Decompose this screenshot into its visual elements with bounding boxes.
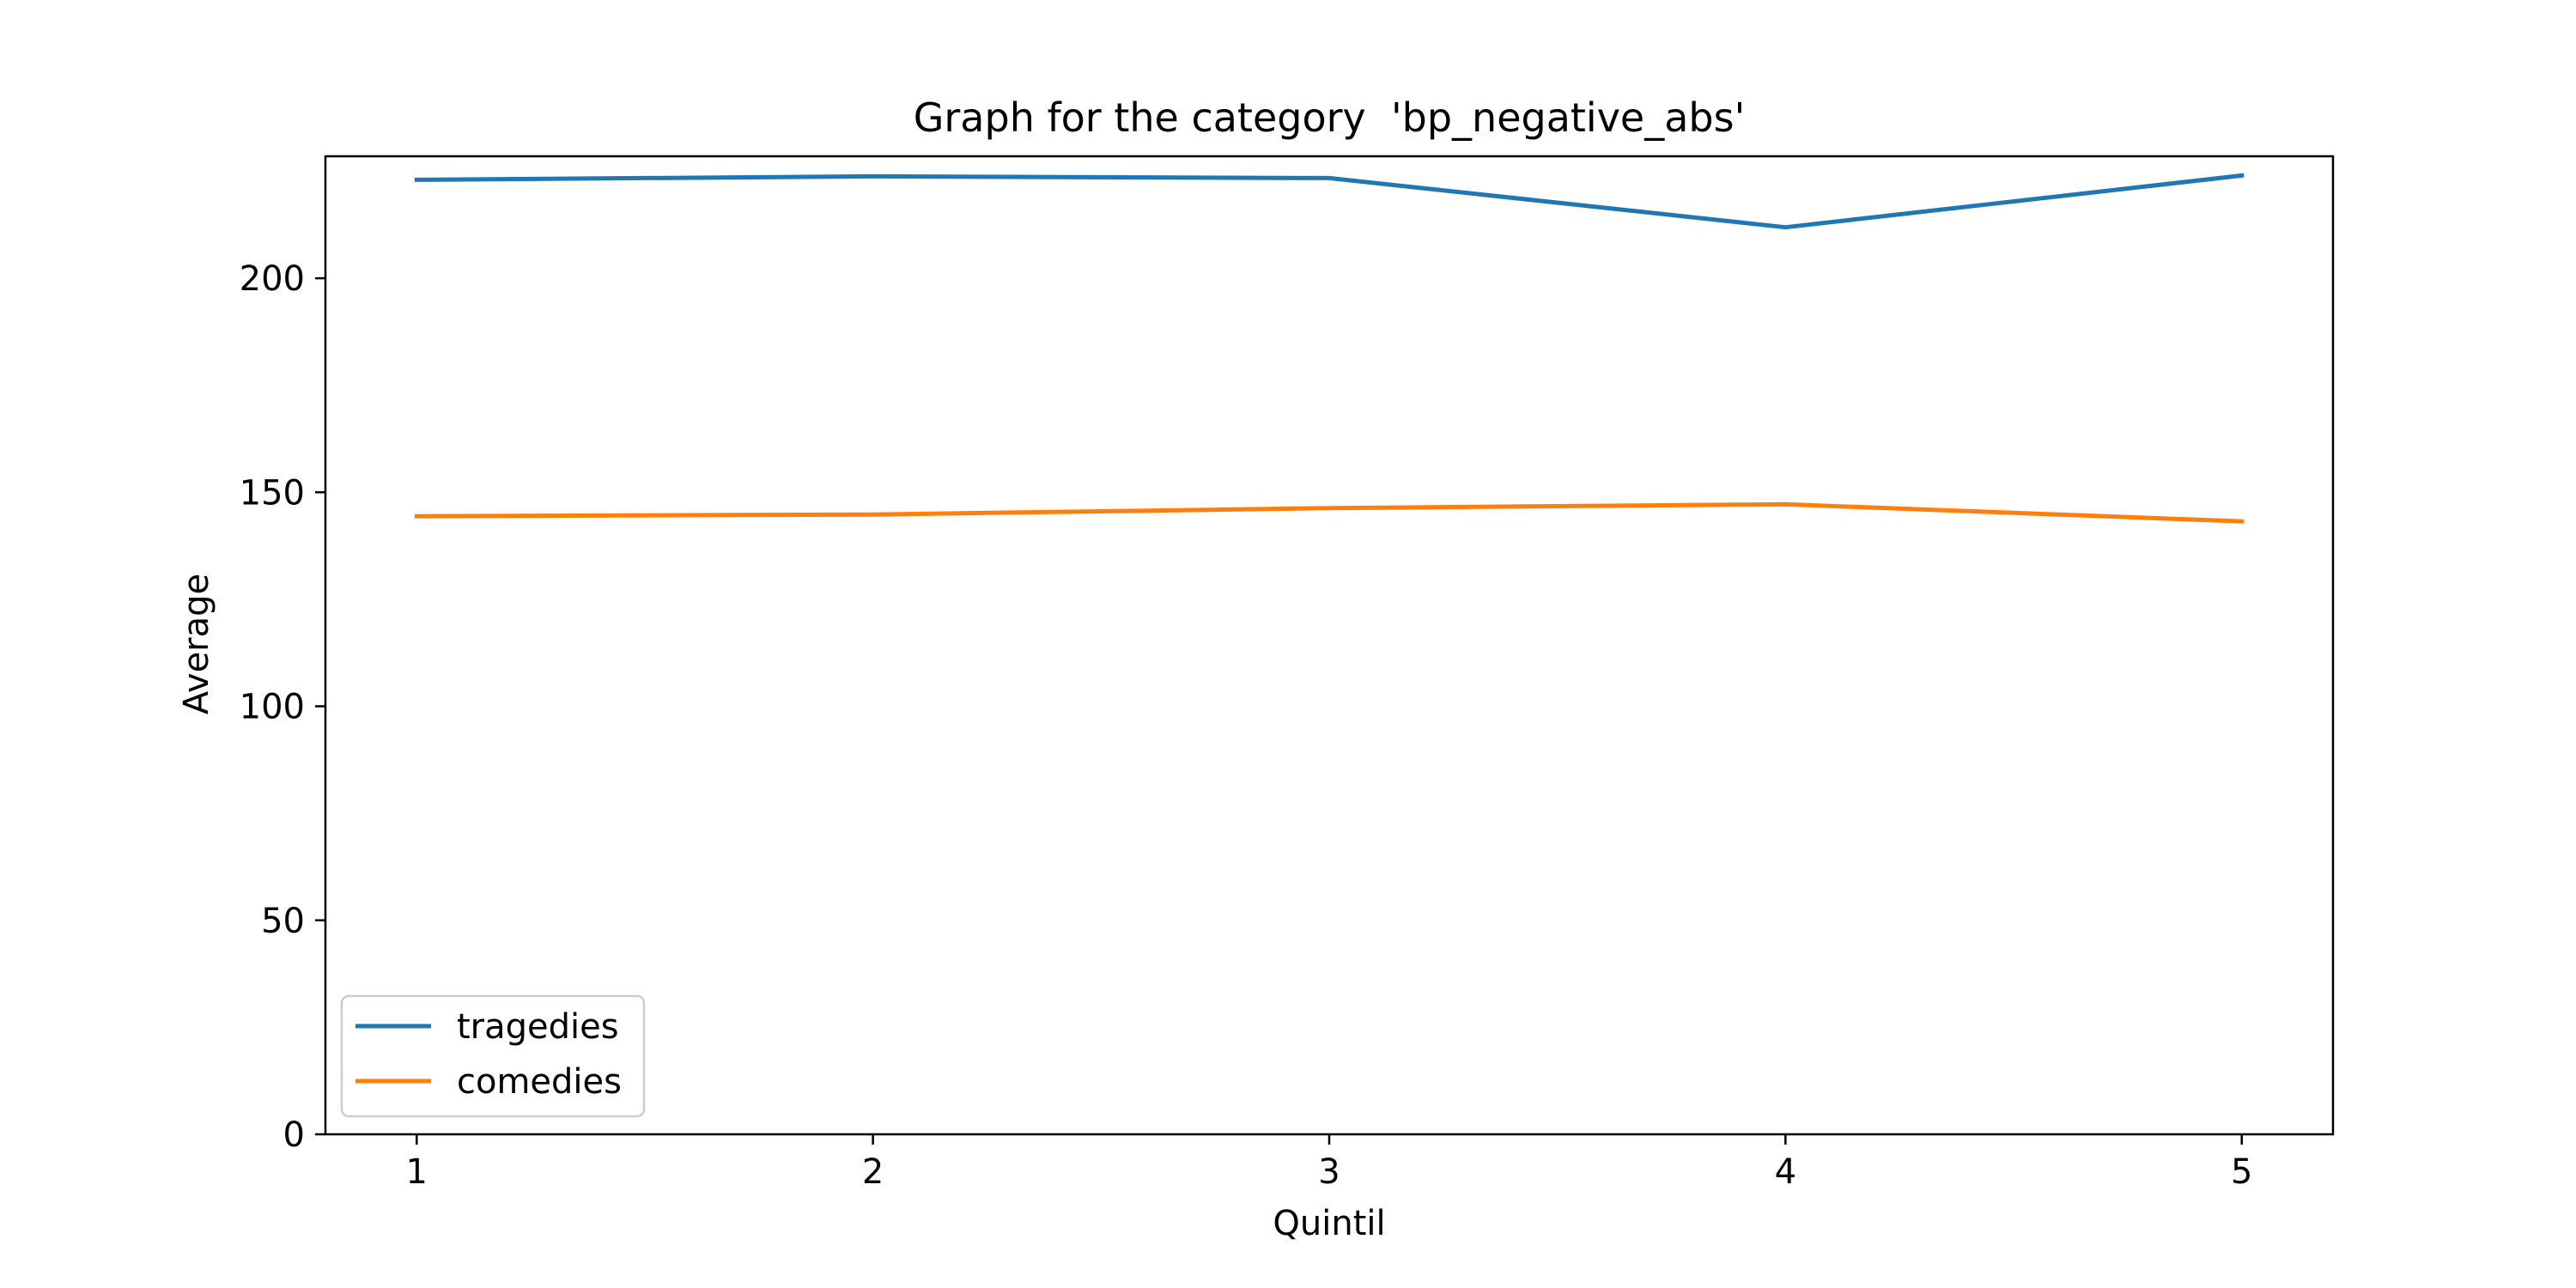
x-axis-label: Quintil — [1273, 1204, 1385, 1243]
legend: tragedies comedies — [340, 994, 646, 1118]
x-tick-label: 5 — [2231, 1152, 2252, 1192]
series-line-tragedies — [414, 173, 2245, 230]
legend-label-comedies: comedies — [457, 1062, 622, 1102]
y-tick-label: 0 — [283, 1115, 305, 1155]
y-axis: 0 50 100 150 200 — [240, 259, 325, 1155]
series-line-comedies — [414, 501, 2245, 524]
x-tick-label: 2 — [862, 1152, 884, 1192]
y-axis-label: Average — [177, 574, 216, 714]
x-tick-label: 4 — [1775, 1152, 1796, 1192]
x-tick-label: 3 — [1318, 1152, 1340, 1192]
x-tick-label: 1 — [406, 1152, 428, 1192]
legend-label-tragedies: tragedies — [457, 1007, 619, 1047]
plot-area — [414, 173, 2245, 524]
y-tick-label: 50 — [261, 902, 305, 941]
y-tick-label: 100 — [240, 688, 305, 727]
y-tick-label: 200 — [240, 259, 305, 299]
chart-title: Graph for the category 'bp_negative_abs' — [914, 94, 1745, 141]
y-tick-label: 150 — [240, 473, 305, 513]
x-axis: 1 2 3 4 5 — [406, 1134, 2252, 1192]
